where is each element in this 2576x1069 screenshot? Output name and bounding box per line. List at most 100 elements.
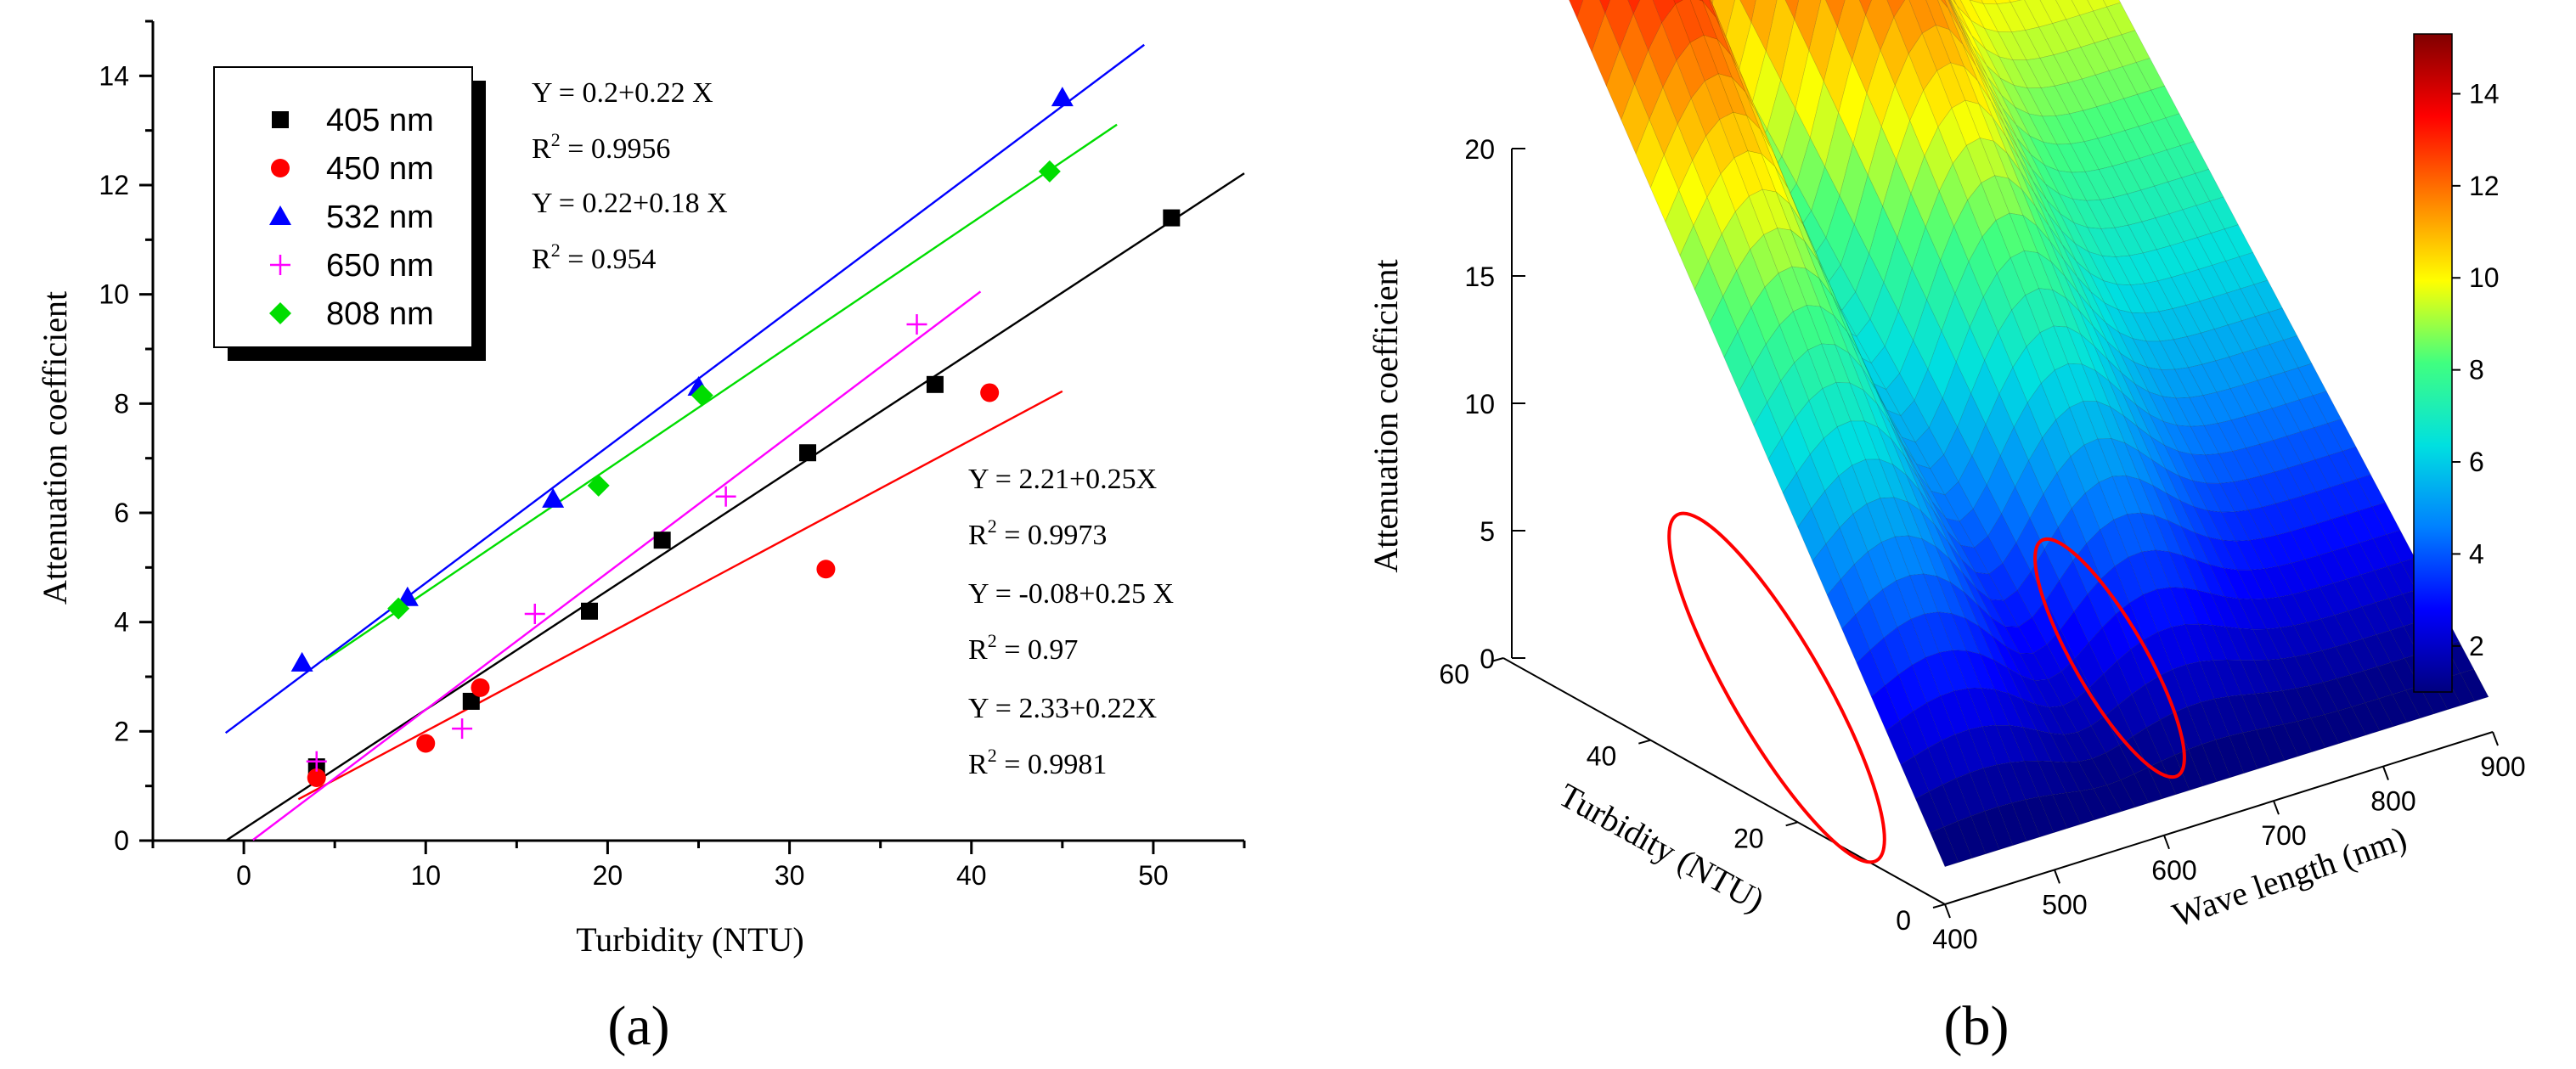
turbidity-tick: [1785, 821, 1798, 827]
surface-patch: [1925, 0, 1950, 31]
point-405-nm: [653, 532, 671, 549]
wavelength-tick: [2382, 766, 2389, 780]
point-532-nm: [542, 487, 565, 508]
r-squared: R2 = 0.954: [532, 239, 656, 275]
y-tick-label: 14: [99, 60, 129, 91]
colorbar-tick-label: 12: [2469, 171, 2500, 201]
highlight-ellipse-right: [2033, 537, 2186, 779]
r-squared: R2 = 0.97: [968, 630, 1078, 666]
point-532-nm: [1051, 87, 1074, 107]
surface-patch: [1675, 0, 1705, 43]
colorbar-tick-label: 6: [2469, 447, 2484, 477]
turbidity-tick: [1932, 903, 1946, 909]
surface-patch: [1632, 0, 1663, 52]
surface-patch: [1576, 0, 1606, 53]
r-squared: R2 = 0.9973: [968, 515, 1107, 551]
wavelength-axis: [1944, 731, 2494, 905]
fit-line-405-nm: [225, 172, 1245, 842]
point-650-nm: [906, 314, 927, 335]
x-tick-label: 20: [593, 860, 623, 891]
point-808-nm: [587, 474, 610, 497]
fit-equation: Y = -0.08+0.25 X: [968, 578, 1174, 610]
point-405-nm: [799, 444, 816, 462]
surface-patch: [1953, 0, 1958, 7]
legend-box: [213, 66, 473, 348]
x-tick-label: 50: [1138, 860, 1169, 891]
fit-line-450-nm: [297, 390, 1063, 801]
colorbar-tick-label: 4: [2469, 538, 2484, 569]
wavelength-tick: [2273, 800, 2280, 815]
point-650-nm: [452, 718, 473, 740]
point-450-nm: [416, 734, 436, 753]
z-axis-label: Attenuation coefficient: [1367, 259, 1405, 572]
point-450-nm: [471, 678, 490, 697]
y-tick-label: 2: [114, 716, 129, 746]
turbidity-tick-label: 60: [1439, 659, 1469, 689]
z-tick-label: 5: [1480, 516, 1495, 547]
surface-patch: [1599, 0, 1611, 14]
fit-line-650-nm: [252, 290, 982, 841]
surface-patch: [1569, 0, 1584, 20]
z-tick-label: 20: [1464, 134, 1495, 165]
surface-patch: [1948, 0, 1961, 26]
highlight-ellipse-left: [1667, 511, 1886, 864]
point-450-nm: [980, 383, 1000, 402]
point-405-nm: [462, 692, 480, 710]
turbidity-tick-label: 40: [1587, 741, 1617, 772]
y-tick-label: 6: [114, 498, 129, 528]
surface-patch: [1953, 0, 1971, 21]
y-axis-label: Attenuation coefficient: [36, 291, 74, 605]
legend-marker: [269, 205, 291, 225]
panel-label-a: (a): [607, 995, 669, 1057]
point-405-nm: [1163, 209, 1181, 227]
wavelength-tick-label: 400: [1932, 924, 1977, 954]
surface-patch: [1981, 0, 1998, 5]
point-650-nm: [524, 604, 545, 625]
surface-patch: [1673, 0, 1683, 5]
surface-patch: [1627, 0, 1641, 14]
surface-patch: [1604, 0, 1634, 49]
x-tick-label: 30: [775, 860, 805, 891]
wavelength-tick-label: 900: [2480, 751, 2525, 782]
wavelength-tick-label: 700: [2261, 820, 2306, 851]
legend-label: 808 nm: [326, 296, 434, 332]
point-650-nm: [715, 486, 736, 507]
z-tick-label: 10: [1464, 389, 1495, 419]
wavelength-tick-label: 600: [2151, 855, 2196, 886]
z-tick-label: 0: [1480, 644, 1495, 674]
point-450-nm: [307, 768, 326, 788]
turbidity-tick-label: 0: [1896, 905, 1911, 936]
legend-label: 532 nm: [326, 200, 434, 235]
x-tick-label: 40: [956, 860, 987, 891]
surface-patch: [1739, 0, 1756, 23]
wavelength-tick: [1944, 903, 1951, 919]
surface-patch: [1859, 0, 1872, 16]
surface-patch: [1949, 0, 1959, 17]
point-808-nm: [387, 597, 410, 620]
y-tick-label: 4: [114, 607, 129, 638]
wavelength-tick-label: 500: [2042, 889, 2087, 920]
turbidity-tick: [1638, 739, 1651, 745]
z-tick-label: 15: [1464, 262, 1495, 292]
wavelength-tick: [2163, 835, 2170, 850]
panel-label-b: (b): [1944, 995, 2010, 1057]
point-405-nm: [581, 602, 598, 620]
point-808-nm: [691, 384, 713, 407]
y-tick-label: 0: [114, 825, 129, 856]
colorbar-tick-label: 10: [2469, 262, 2500, 293]
r-squared: R2 = 0.9956: [532, 129, 670, 165]
y-tick-label: 12: [99, 170, 129, 200]
surface-patch: [2460, 668, 2489, 702]
y-tick-label: 10: [99, 279, 129, 310]
x-tick-label: 10: [410, 860, 441, 891]
colorbar-tick-label: 8: [2469, 355, 2484, 385]
legend-marker: [269, 302, 291, 324]
legend-marker: [270, 255, 290, 275]
point-532-nm: [290, 651, 313, 672]
fit-equation: Y = 2.33+0.22X: [968, 693, 1157, 724]
colorbar-tick-label: 2: [2469, 631, 2484, 661]
fit-equation: Y = 2.21+0.25X: [968, 464, 1157, 495]
legend-marker: [272, 111, 289, 128]
fit-line-532-nm: [224, 43, 1145, 734]
